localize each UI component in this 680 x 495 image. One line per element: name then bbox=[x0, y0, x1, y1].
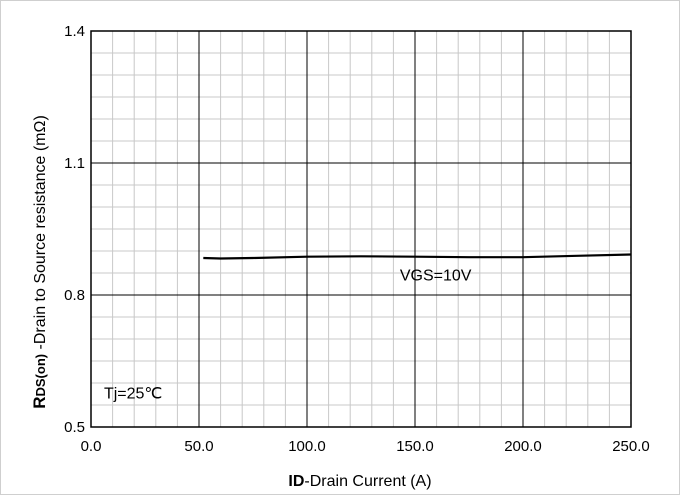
x-tick-label: 150.0 bbox=[396, 438, 434, 455]
plot-border bbox=[90, 30, 632, 428]
major-grid bbox=[91, 31, 631, 427]
minor-grid bbox=[91, 31, 631, 427]
y-axis-label-sub: DS(on) bbox=[33, 354, 48, 397]
x-tick-label: 0.0 bbox=[81, 438, 102, 455]
x-axis-label: ID-Drain Current (A) bbox=[288, 473, 431, 490]
series-layer bbox=[203, 253, 632, 260]
x-axis-label-bold: ID bbox=[288, 473, 304, 490]
annotations: VGS=10V Tj=25℃ bbox=[104, 267, 472, 402]
annotation-label: VGS=10V bbox=[400, 267, 472, 284]
x-tick-label: 250.0 bbox=[612, 438, 650, 455]
y-axis-label-r: R bbox=[30, 397, 49, 409]
annotation-label: Tj=25℃ bbox=[104, 385, 162, 402]
y-axis-label-rest: -Drain to Source resistance (mΩ) bbox=[32, 115, 49, 354]
x-tick-label: 200.0 bbox=[504, 438, 542, 455]
y-tick-label: 0.5 bbox=[64, 419, 85, 436]
y-tick-label: 0.8 bbox=[64, 287, 85, 304]
y-tick-labels: 0.5 0.8 1.1 1.4 bbox=[64, 23, 85, 436]
y-tick-label: 1.1 bbox=[64, 155, 85, 172]
y-tick-label: 1.4 bbox=[64, 23, 85, 40]
series-line bbox=[203, 253, 632, 260]
y-axis-label: RDS(on) -Drain to Source resistance (mΩ) bbox=[30, 115, 49, 409]
x-tick-labels: 0.0 50.0 100.0 150.0 200.0 250.0 bbox=[81, 438, 650, 455]
x-tick-label: 100.0 bbox=[288, 438, 326, 455]
x-tick-label: 50.0 bbox=[184, 438, 213, 455]
x-axis-label-rest: -Drain Current (A) bbox=[304, 473, 431, 490]
